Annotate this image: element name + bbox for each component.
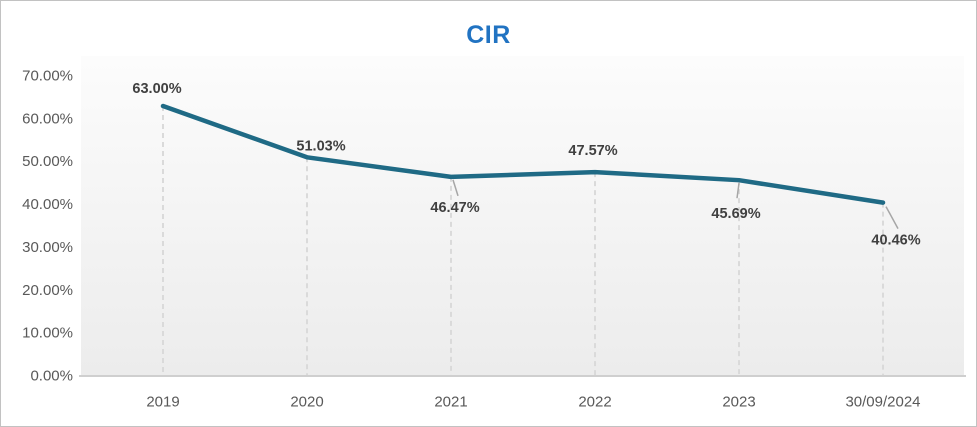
y-axis-tick-label: 10.00% (22, 325, 73, 342)
y-axis-tick-label: 20.00% (22, 282, 73, 299)
data-label: 46.47% (430, 200, 479, 216)
label-leader-line (736, 183, 740, 199)
plot-background (81, 56, 964, 376)
x-axis-category-label: 2020 (290, 394, 323, 411)
y-axis-tick-label: 30.00% (22, 239, 73, 256)
data-label: 63.00% (132, 81, 181, 97)
data-label: 45.69% (711, 206, 760, 222)
label-leader-line (452, 179, 459, 197)
y-axis-tick-label: 0.00% (30, 368, 73, 385)
y-axis-tick-label: 70.00% (22, 68, 73, 85)
x-axis-category-label: 2022 (578, 394, 611, 411)
y-axis-tick-label: 50.00% (22, 153, 73, 170)
data-label: 51.03% (296, 138, 345, 154)
y-axis-tick-label: 60.00% (22, 110, 73, 127)
x-axis-category-label: 2021 (434, 394, 467, 411)
cir-series-line (160, 103, 886, 205)
data-label: 40.46% (871, 233, 920, 249)
data-label: 47.57% (568, 143, 617, 159)
chart-title: CIR (466, 21, 511, 49)
y-axis-tick-label: 40.00% (22, 196, 73, 213)
x-axis-category-label: 2023 (722, 394, 755, 411)
label-leader-line (885, 206, 899, 229)
x-axis-category-label: 30/09/2024 (845, 394, 920, 411)
x-axis-category-label: 2019 (146, 394, 179, 411)
